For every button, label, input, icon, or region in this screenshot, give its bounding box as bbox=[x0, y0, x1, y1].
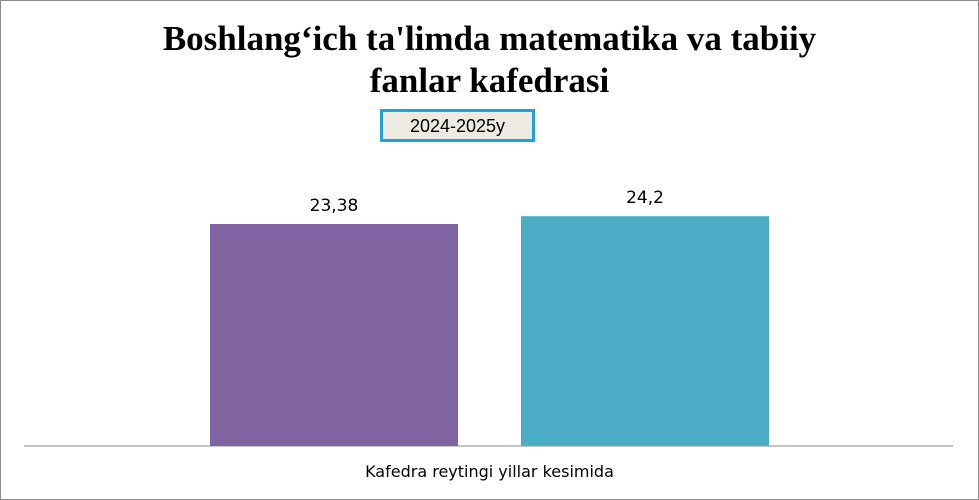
bar-1 bbox=[210, 224, 458, 446]
chart-title-line-2: fanlar kafedrasi bbox=[369, 61, 610, 100]
data-label-2: 24,2 bbox=[626, 188, 664, 208]
category-label: Kafedra reytingi yillar kesimida bbox=[365, 462, 614, 481]
chart-title: Boshlang‘ich ta'limda matematika va tabi… bbox=[0, 18, 979, 102]
bar-2 bbox=[521, 216, 769, 446]
year-annotation: 2024-2025y bbox=[380, 109, 535, 142]
data-label-1: 23,38 bbox=[310, 196, 359, 216]
chart-title-line-1: Boshlang‘ich ta'limda matematika va tabi… bbox=[162, 19, 817, 58]
